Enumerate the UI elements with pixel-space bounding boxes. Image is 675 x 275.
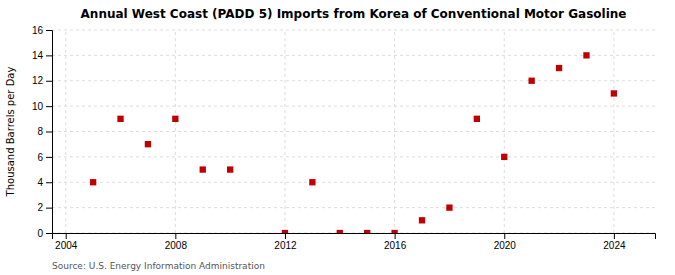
tick-mark (46, 81, 52, 82)
tick-mark (46, 132, 52, 133)
tick-mark (46, 182, 52, 183)
tick: 16 (32, 25, 52, 36)
chart: 2004 2008 2012 2016 2020 2024 0 2 4 6 8 10 12 14 16 Ann… (0, 0, 675, 275)
point (528, 78, 534, 84)
grid-line (284, 30, 285, 233)
grid-line (65, 30, 66, 233)
tick: 12 (32, 75, 52, 86)
tick: 2004 (55, 233, 78, 251)
tick-mark (46, 55, 52, 56)
tick-mark (175, 233, 176, 239)
tick: 8 (37, 126, 52, 137)
point (309, 179, 315, 185)
tick-mark (285, 233, 286, 239)
tick-label: 0 (37, 228, 43, 239)
point (391, 230, 397, 233)
tick-label: 2012 (274, 240, 297, 251)
point (501, 154, 507, 160)
source: Source: U.S. Energy Information Administ… (52, 261, 265, 271)
point (556, 65, 562, 71)
grid-line (613, 30, 614, 233)
point (364, 230, 370, 233)
x-axis: 2004 2008 2012 2016 2020 2024 (53, 233, 656, 251)
tick-mark (66, 233, 67, 239)
grid-line (175, 30, 176, 233)
tick: 6 (37, 152, 52, 163)
point (227, 166, 233, 172)
tick-mark (614, 233, 615, 239)
point (474, 116, 480, 122)
tick-label: 2008 (165, 240, 188, 251)
grid-line (52, 156, 655, 157)
tick-mark (46, 106, 52, 107)
tick-mark (46, 208, 52, 209)
tick: 4 (37, 177, 52, 188)
y-axis-title: Thousand Barrels per Day (5, 67, 16, 198)
tick-label: 14 (32, 50, 44, 61)
tick: 2020 (494, 233, 517, 251)
tick: 0 (37, 228, 52, 239)
point (282, 230, 288, 233)
tick: 2008 (165, 233, 188, 251)
tick-mark (395, 233, 396, 239)
tick-mark (46, 233, 52, 234)
tick-label: 6 (37, 152, 43, 163)
axis-line (46, 31, 53, 234)
point (200, 166, 206, 172)
tick: 2024 (603, 233, 626, 251)
grid-line (52, 30, 655, 31)
tick: 2 (37, 202, 52, 213)
tick-mark (46, 30, 52, 31)
tick-label: 2020 (494, 240, 517, 251)
tick: 14 (32, 50, 52, 61)
point (145, 141, 151, 147)
tick-mark (46, 157, 52, 158)
grid-line (52, 182, 655, 183)
point (172, 116, 178, 122)
tick: 10 (32, 101, 52, 112)
tick-label: 2024 (603, 240, 626, 251)
grid-line (52, 207, 655, 208)
axis-line (53, 234, 656, 240)
point (117, 116, 123, 122)
point (419, 217, 425, 223)
grid-line (52, 131, 655, 132)
grid-line (52, 80, 655, 81)
tick-label: 8 (37, 126, 43, 137)
plot-area (90, 52, 617, 233)
tick-label: 16 (32, 25, 44, 36)
grid (52, 30, 655, 233)
tick-label: 12 (32, 75, 44, 86)
tick-label: 2016 (384, 240, 407, 251)
tick-mark (504, 233, 505, 239)
point (611, 90, 617, 96)
tick: 2012 (274, 233, 297, 251)
y-axis: 0 2 4 6 8 10 12 14 16 (32, 25, 53, 239)
tick-label: 4 (37, 177, 43, 188)
grid-line (52, 55, 655, 56)
grid-line (504, 30, 505, 233)
tick: 2016 (384, 233, 407, 251)
title: Annual West Coast (PADD 5) Imports from … (81, 7, 627, 21)
point (583, 52, 589, 58)
point (337, 230, 343, 233)
tick-label: 10 (32, 101, 44, 112)
tick-label: 2 (37, 202, 43, 213)
point (90, 179, 96, 185)
point (446, 204, 452, 210)
grid-line (52, 106, 655, 107)
grid-line (394, 30, 395, 233)
tick-label: 2004 (55, 240, 78, 251)
